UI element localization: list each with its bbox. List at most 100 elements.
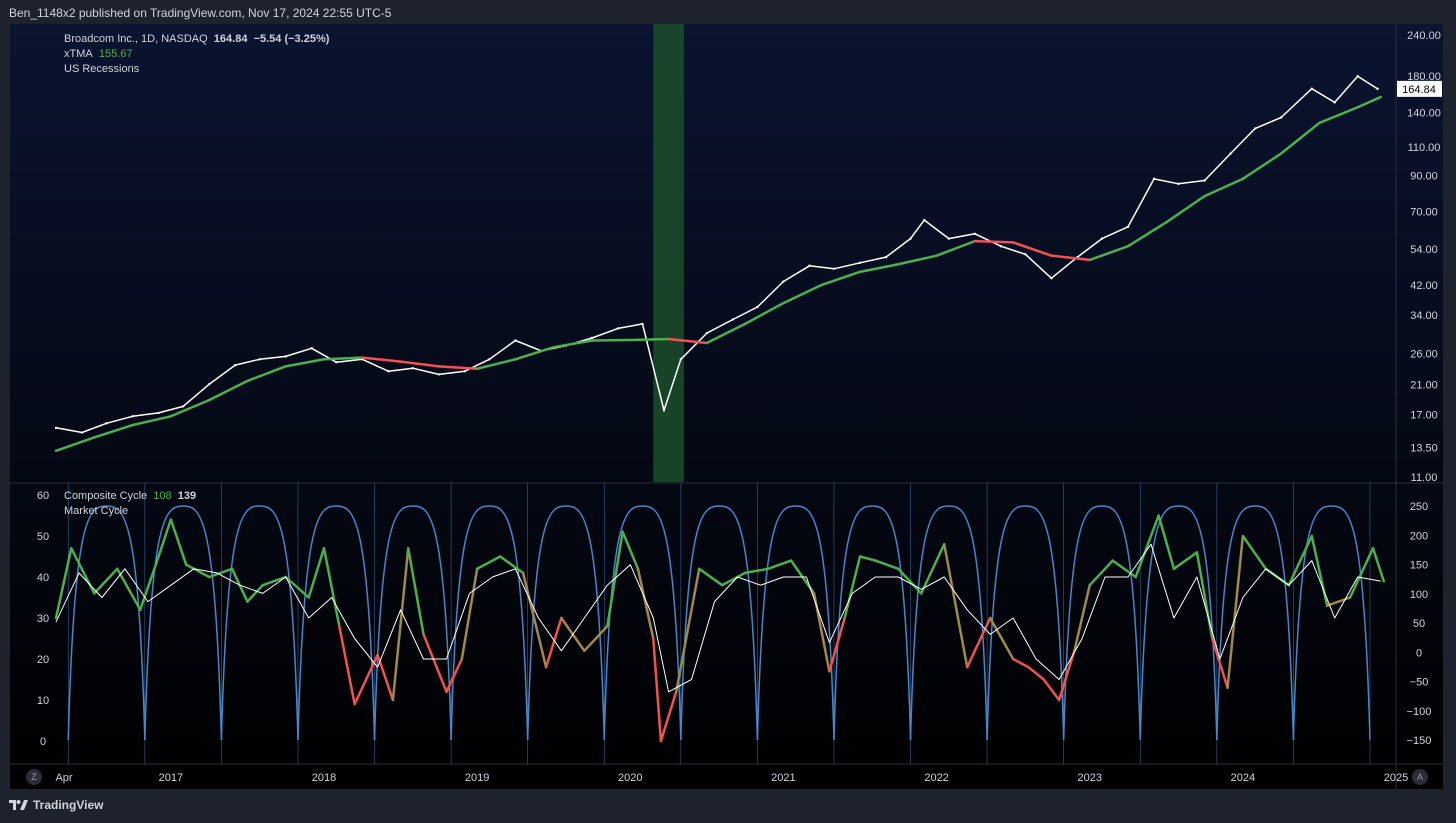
price-point bbox=[233, 363, 237, 367]
price-point bbox=[387, 370, 390, 373]
price-point bbox=[909, 237, 912, 240]
zoom-button[interactable]: Z bbox=[26, 769, 42, 785]
price-point bbox=[463, 370, 467, 373]
price-point bbox=[662, 409, 666, 412]
composite-cycle-segment bbox=[720, 571, 747, 587]
price-point bbox=[947, 237, 951, 240]
price-series-line bbox=[55, 75, 1379, 434]
xtma-segment bbox=[93, 423, 134, 439]
composite-cycle-segment bbox=[422, 633, 448, 694]
auto-scale-button[interactable]: A bbox=[1412, 769, 1428, 785]
price-point bbox=[590, 336, 594, 340]
composite-cycle-segment bbox=[521, 571, 548, 669]
xtma-segment bbox=[1203, 177, 1245, 198]
composite-cycle-segment bbox=[858, 555, 877, 562]
composite-cycle-segment bbox=[445, 657, 464, 694]
composite-cycle-segment bbox=[1348, 547, 1375, 599]
price-tick-13-50: 13.50 bbox=[1410, 443, 1438, 455]
composite-cycle-segment bbox=[1287, 534, 1314, 587]
price-tick-140-00: 140.00 bbox=[1407, 107, 1441, 119]
chart-area[interactable]: 240.00 180.00 140.00 110.00 90.00 70.00 54.00 4… bbox=[10, 24, 1443, 789]
composite-cycle-segment bbox=[1371, 547, 1385, 583]
price-tick-70-00: 70.00 bbox=[1410, 207, 1438, 219]
composite-cycle-segment bbox=[636, 567, 655, 640]
composite-cycle-segment bbox=[1210, 637, 1229, 689]
price-point bbox=[1356, 75, 1359, 78]
sub-legend: Composite Cycle 108 139 Market Cycle bbox=[64, 490, 196, 517]
composite-cycle-segment bbox=[475, 555, 502, 571]
top-bar: Ben_1148x2 published on TradingView.com,… bbox=[0, 0, 1456, 26]
price-point bbox=[411, 366, 415, 370]
xtma-segment bbox=[514, 345, 555, 361]
price-tick-11-00: 11.00 bbox=[1411, 472, 1438, 484]
xtma-segment bbox=[54, 436, 96, 453]
composite-cycle-segment bbox=[1073, 583, 1091, 653]
xtma-segment bbox=[1126, 221, 1168, 248]
cycle-right-tick-50: 50 bbox=[1413, 618, 1425, 630]
cycle-phase-arc bbox=[220, 505, 299, 741]
tradingview-logo[interactable]: TradingView bbox=[9, 798, 103, 812]
composite-cycle-segment bbox=[1111, 559, 1137, 579]
price-point bbox=[616, 327, 620, 330]
price-point bbox=[1203, 179, 1206, 182]
price-point bbox=[437, 373, 441, 376]
composite-cycle-segment bbox=[307, 547, 326, 599]
cycle-phase-arc bbox=[603, 505, 682, 741]
cycle-phase-arc bbox=[1216, 505, 1295, 741]
xtma-segment bbox=[705, 322, 747, 345]
composite-cycle-segment bbox=[743, 567, 770, 575]
brand-name: TradingView bbox=[33, 798, 104, 812]
price-tick-34-00: 34.00 bbox=[1410, 310, 1438, 322]
cycle-left-tick-50: 50 bbox=[37, 531, 49, 543]
cycle-left-tick-60: 60 bbox=[37, 490, 49, 502]
indicator-value: 155.67 bbox=[98, 48, 133, 60]
price-point bbox=[1100, 237, 1104, 240]
sub-indicator-label: Composite Cycle bbox=[64, 490, 148, 502]
price-tick-17-00: 17.00 bbox=[1410, 410, 1438, 422]
chart-canvas[interactable]: 240.00 180.00 140.00 110.00 90.00 70.00 54.00 4… bbox=[10, 24, 1443, 789]
price-point bbox=[1152, 177, 1156, 181]
price-point bbox=[832, 267, 836, 270]
footer: TradingView bbox=[0, 795, 300, 819]
composite-cycle-segment bbox=[606, 530, 624, 628]
cycle-left-tick-10: 10 bbox=[37, 695, 49, 707]
composite-cycle-segment bbox=[766, 559, 793, 571]
price-point bbox=[1253, 127, 1257, 130]
price-point bbox=[514, 339, 517, 342]
market-cycle-line bbox=[55, 543, 1381, 693]
cycle-phase-arc bbox=[833, 505, 912, 741]
price-point bbox=[1310, 87, 1313, 90]
last-price-label: 164.84 bbox=[1402, 84, 1436, 96]
cycle-phase-arc bbox=[1139, 505, 1218, 741]
cycle-phase-arc bbox=[1292, 505, 1371, 741]
composite-cycle-segment bbox=[874, 559, 900, 571]
composite-cycle-segment bbox=[988, 616, 1015, 661]
xtma-segment bbox=[207, 379, 249, 402]
price-point bbox=[1050, 277, 1053, 280]
composite-cycle-segment bbox=[828, 616, 846, 673]
time-tick-2019: 2019 bbox=[465, 772, 489, 784]
price-point bbox=[641, 322, 644, 326]
xtma-segment bbox=[246, 365, 287, 383]
cycle-right-tick-100: −100 bbox=[1407, 706, 1432, 718]
composite-cycle-segment bbox=[652, 637, 663, 743]
composite-cycle-segment bbox=[1011, 657, 1030, 669]
xtma-segment bbox=[820, 270, 862, 287]
composite-cycle-segment bbox=[697, 567, 724, 587]
price-point bbox=[105, 422, 108, 425]
xtma-segment bbox=[399, 360, 441, 368]
xtma-segment bbox=[1165, 194, 1206, 224]
price-tick-110-00: 110.00 bbox=[1408, 142, 1441, 154]
cycle-phase-arc bbox=[526, 505, 606, 741]
cycle-right-tick-50: −50 bbox=[1410, 677, 1429, 689]
xtma-segment bbox=[322, 356, 364, 361]
composite-cycle-segment bbox=[1134, 514, 1160, 579]
cycle-phase-arc bbox=[909, 505, 988, 741]
price-point bbox=[488, 358, 491, 361]
composite-cycle-segment bbox=[184, 563, 211, 579]
cycle-right-tick-200: 200 bbox=[1410, 530, 1428, 542]
composite-cycle-segment bbox=[583, 624, 609, 653]
composite-cycle-segment bbox=[338, 624, 356, 706]
price-point bbox=[756, 305, 759, 309]
price-point bbox=[1177, 182, 1180, 186]
